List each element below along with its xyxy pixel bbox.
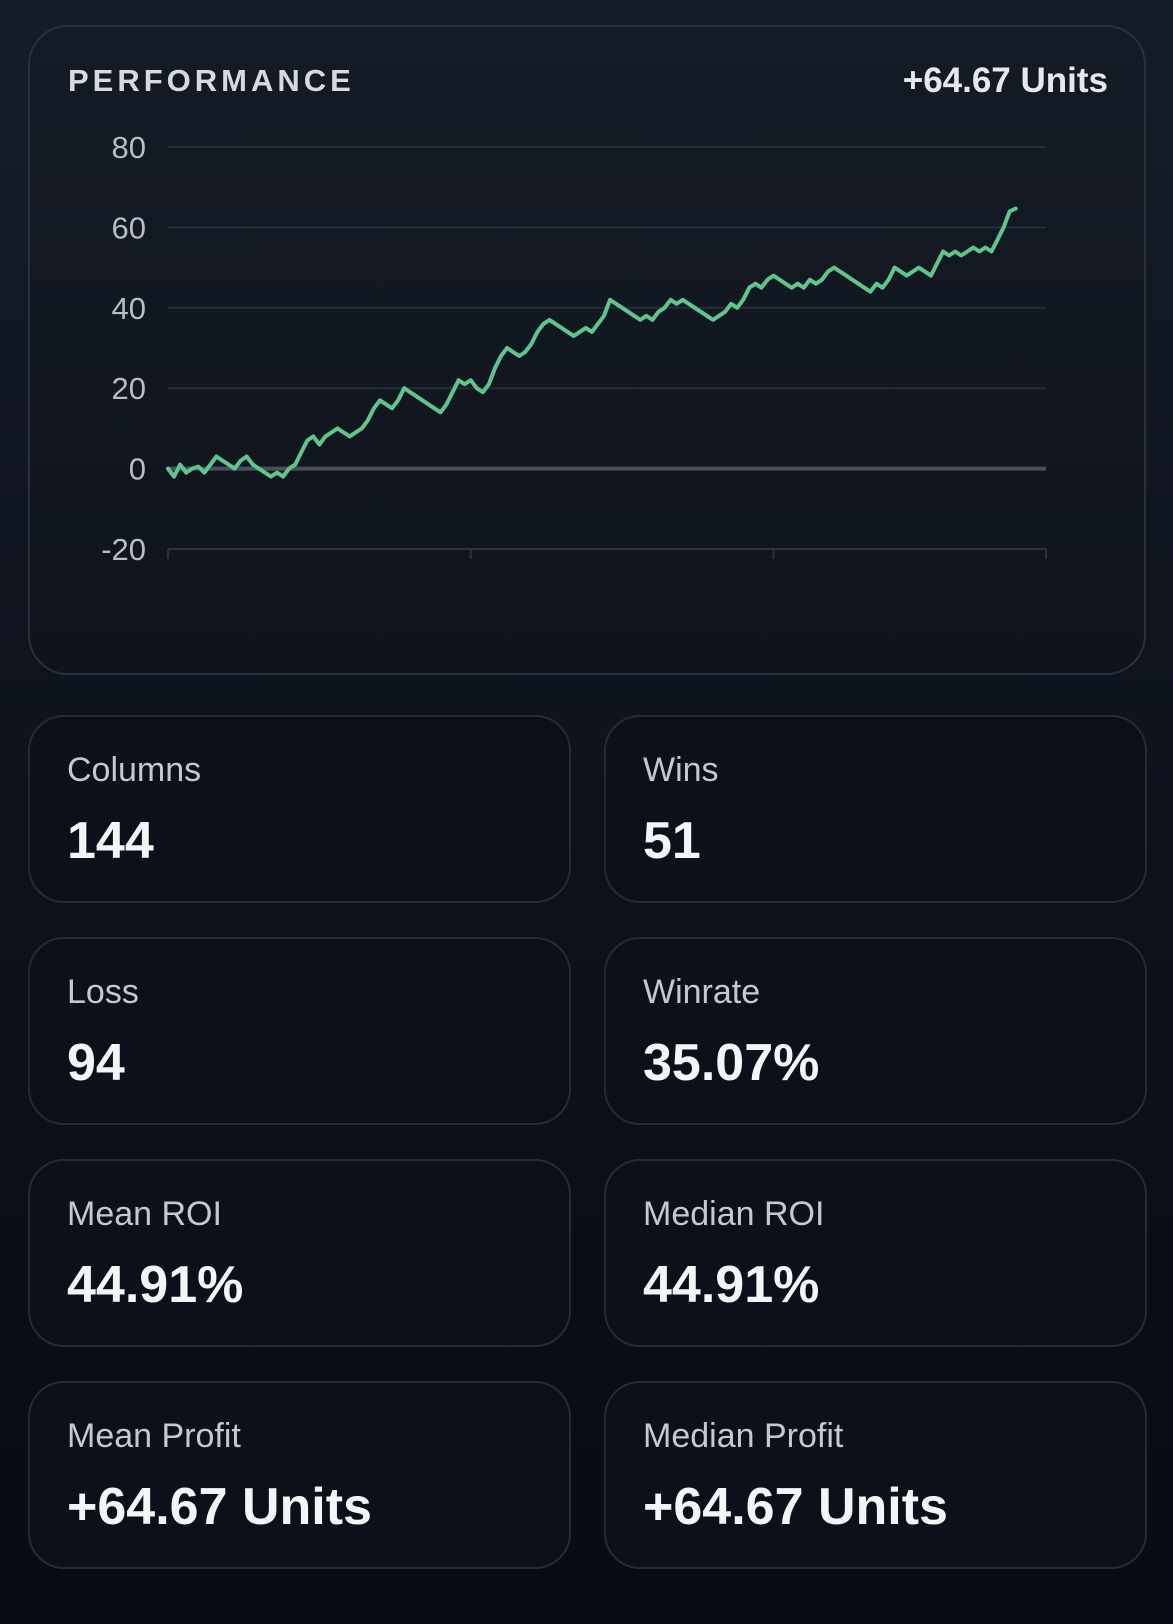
stat-label-loss: Loss [67,973,139,1011]
stat-label-median-roi: Median ROI [643,1195,825,1233]
stat-label-median-profit: Median Profit [643,1417,844,1455]
stat-value-columns: 144 [67,812,154,870]
stat-label-mean-profit: Mean Profit [67,1417,241,1455]
y-tick-label: 20 [112,371,146,406]
performance-title: PERFORMANCE [68,63,355,98]
stat-value-median-roi: 44.91% [643,1256,820,1314]
y-tick-label: 0 [129,452,146,487]
stat-value-mean-roi: 44.91% [67,1256,244,1314]
stat-value-winrate: 35.07% [643,1034,820,1092]
stat-card-mean-roi: Mean ROI 44.91% [28,1159,571,1347]
stat-label-columns: Columns [67,751,202,789]
y-tick-label: 60 [112,210,146,245]
series-line-0 [166,206,1018,479]
y-tick-label: 80 [112,130,146,165]
stat-label-winrate: Winrate [643,973,761,1011]
stat-value-mean-profit: +64.67 Units [67,1478,372,1536]
stat-card-median-roi: Median ROI 44.91% [604,1159,1147,1347]
stat-label-mean-roi: Mean ROI [67,1195,222,1233]
y-tick-label: -20 [101,532,146,567]
stat-value-wins: 51 [643,812,701,870]
stat-value-loss: 94 [67,1034,125,1092]
y-tick-label: 40 [112,291,146,326]
stat-card-winrate: Winrate 35.07% [604,937,1147,1125]
stat-card-columns: Columns 144 [28,715,571,903]
stat-card-mean-profit: Mean Profit +64.67 Units [28,1381,571,1569]
stat-card-median-profit: Median Profit +64.67 Units [604,1381,1147,1569]
stat-card-wins: Wins 51 [604,715,1147,903]
stat-label-wins: Wins [643,751,719,789]
performance-total: +64.67 Units [902,61,1108,100]
stat-card-loss: Loss 94 [28,937,571,1125]
performance-card: PERFORMANCE +64.67 Units 80 60 40 20 0 -20 [28,25,1146,675]
performance-chart: 80 60 40 20 0 -20 [101,130,1047,567]
stat-value-median-profit: +64.67 Units [643,1478,948,1536]
